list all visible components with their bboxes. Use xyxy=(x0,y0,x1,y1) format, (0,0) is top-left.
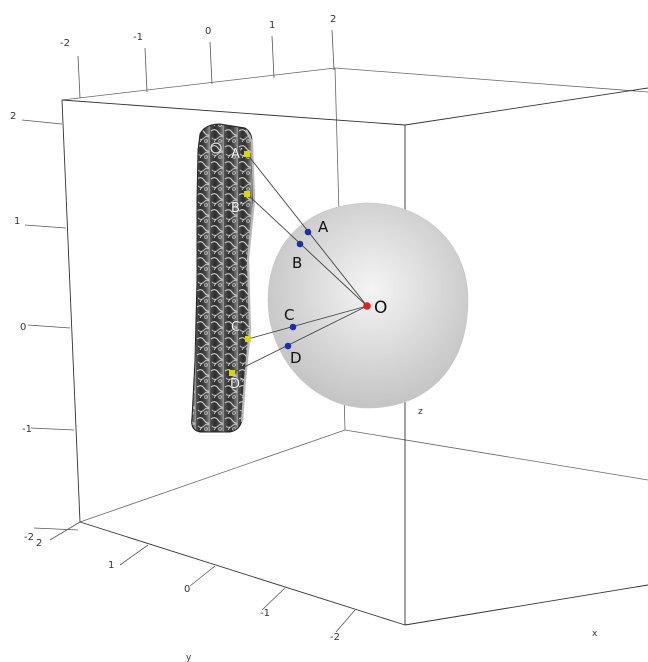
z-axis-name: z xyxy=(418,407,423,417)
sphere-points xyxy=(284,228,312,350)
z-tick-label: 0 xyxy=(20,322,26,333)
label-d-prime: D′ xyxy=(230,377,243,392)
label-c-prime: C′ xyxy=(231,320,243,335)
label-a-prime: A′ xyxy=(231,147,243,162)
image-point-d xyxy=(229,370,235,376)
sphere-point-c xyxy=(289,323,297,331)
y-tick-label: 2 xyxy=(36,538,42,549)
y-tick-label: -2 xyxy=(330,632,340,643)
top-tick-label: -2 xyxy=(60,38,70,49)
y-tick-label: -1 xyxy=(260,608,270,619)
z-tick-label: 2 xyxy=(10,111,16,122)
label-a: A xyxy=(318,218,329,236)
top-tick-label: 1 xyxy=(269,20,275,31)
top-tick-label: 0 xyxy=(205,26,211,37)
label-o: O xyxy=(374,298,387,318)
y-tick-label: 1 xyxy=(108,560,114,571)
z-tick-label: -2 xyxy=(24,532,34,543)
y-axis-name: y xyxy=(186,653,192,662)
image-point-a xyxy=(244,151,250,157)
sphere-point-b xyxy=(296,240,304,248)
x-axis-name: x xyxy=(592,629,598,639)
image-point-c xyxy=(245,336,251,342)
carved-slab xyxy=(191,123,256,433)
label-b-prime: B′ xyxy=(231,201,243,216)
top-tick-marks xyxy=(77,29,335,99)
image-point-b xyxy=(244,191,250,197)
z-tick-label: -1 xyxy=(22,424,32,435)
sphere-point-a xyxy=(304,228,312,236)
z-tick-label: 1 xyxy=(14,216,20,227)
y-tick-marks xyxy=(49,521,356,633)
label-d: D xyxy=(290,349,302,367)
label-c: C xyxy=(284,306,294,324)
image-points xyxy=(229,151,251,376)
z-tick-marks xyxy=(21,119,79,531)
top-tick-label: -1 xyxy=(133,32,143,43)
sphere-point-d xyxy=(284,342,292,350)
top-tick-label: 2 xyxy=(330,14,336,25)
label-b: B xyxy=(292,254,302,272)
y-tick-label: 0 xyxy=(184,584,190,595)
center-point xyxy=(363,302,371,310)
